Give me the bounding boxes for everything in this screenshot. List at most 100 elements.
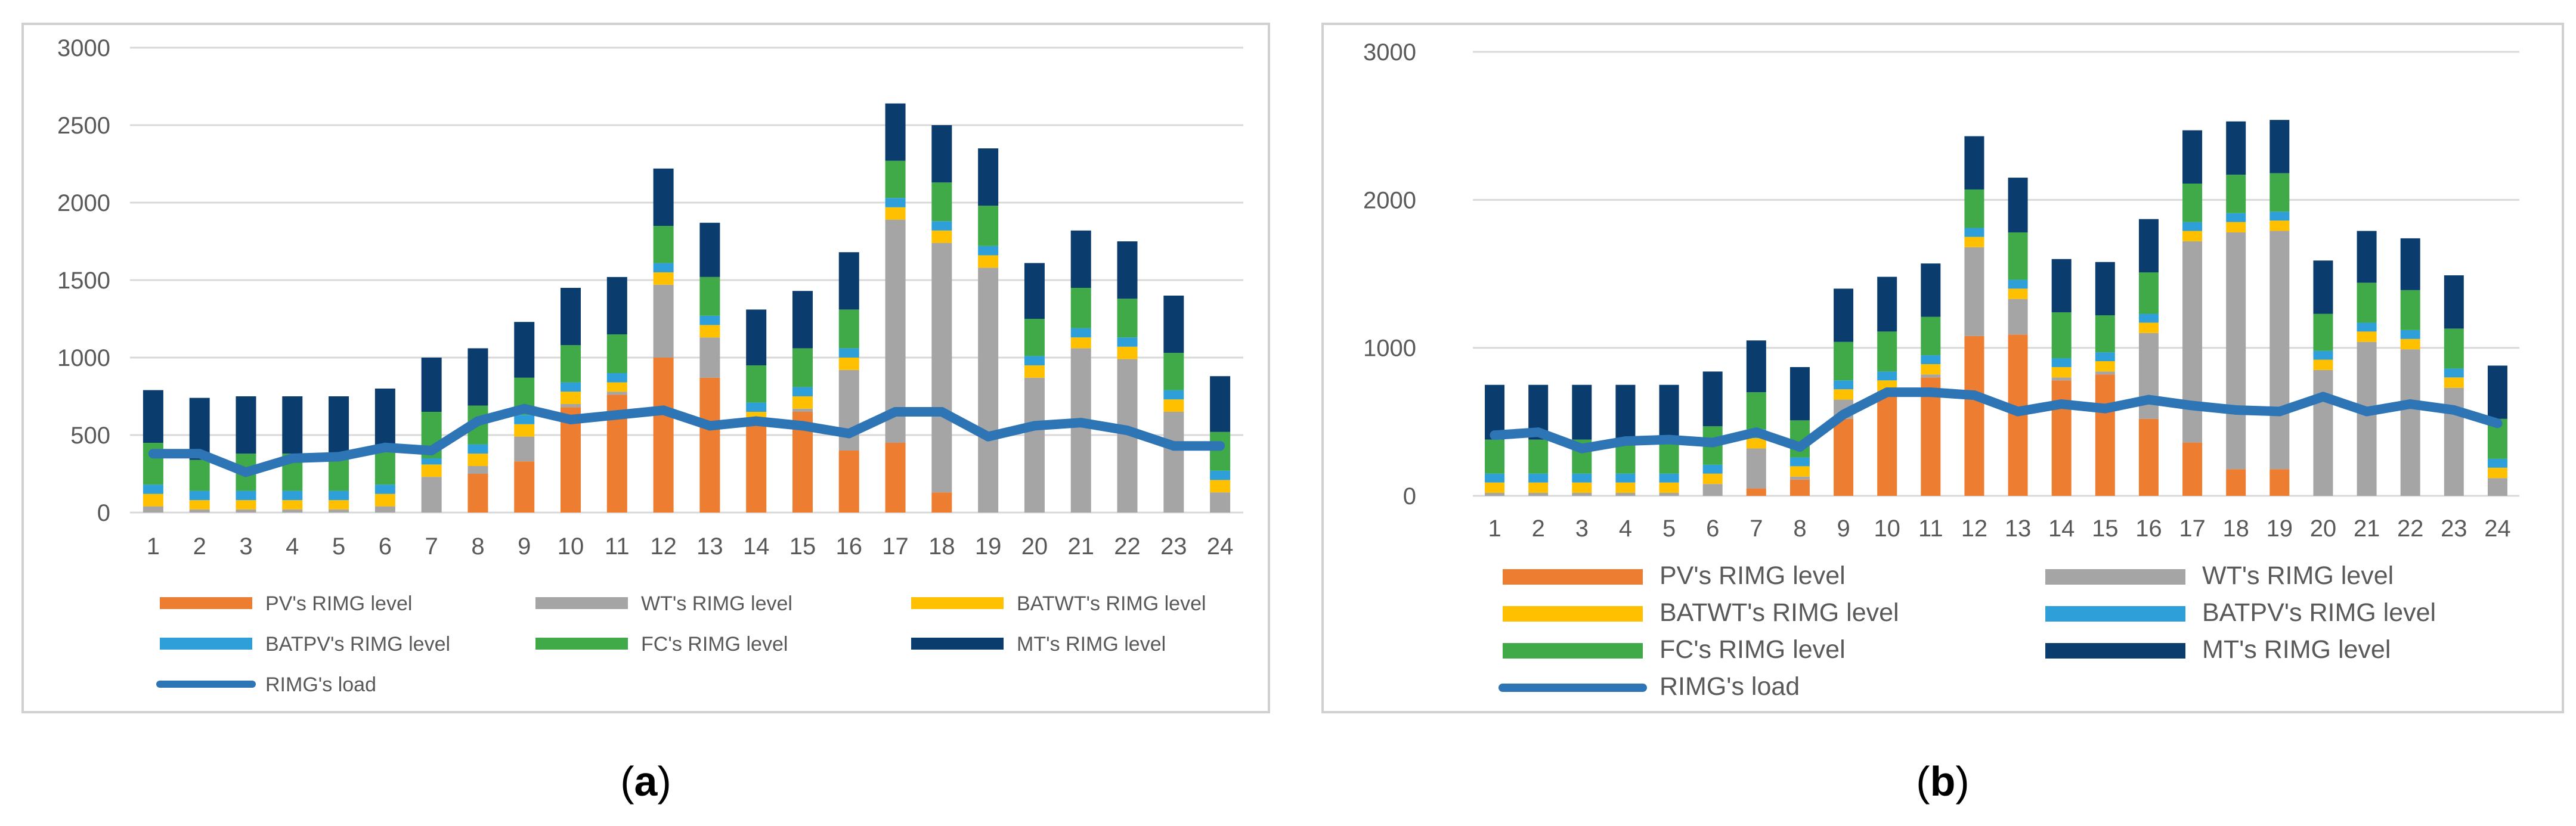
bar-segment-batpv [2313,350,2333,360]
bar-segment-batwt [2226,222,2246,232]
bar-segment-mt [1070,230,1091,288]
gridlines-a [130,46,1243,514]
x-tick-label: 14 [743,533,770,560]
legend-item-wt: WT's RIMG level [535,592,792,615]
x-tick-label: 8 [471,533,484,560]
bar-segment-wt [282,509,303,513]
bar-segment-wt [606,392,627,395]
load-point [1882,387,1892,398]
bar-segment-batpv [931,221,952,231]
load-point [1029,421,1039,431]
bar-segment-batwt [1572,482,1592,493]
bar-segment-batwt [189,500,210,510]
bar-segment-batwt [1702,473,1723,485]
bar-segment-mt [467,348,488,406]
bar-segment-wt [2226,232,2246,470]
x-tick-label: 2 [193,533,206,560]
x-tick-label: 18 [2222,516,2249,542]
load-point [2231,405,2241,415]
bar-segment-batpv [1877,371,1897,381]
bar-segment-mt [1615,384,1636,440]
load-point [194,449,205,459]
bar-segment-batpv [2095,352,2115,362]
load-point [1969,390,1979,400]
bar-segment-pv [1877,393,1897,496]
bar-segment-mt [2051,259,2072,313]
load-point [519,403,530,414]
bar-segment-fc [561,345,581,383]
load-line [148,403,1225,477]
load-point [1751,427,1761,437]
bar-segment-batwt [236,500,256,510]
bar-segment-fc [1921,316,1941,356]
legend-item-pv: PV's RIMG level [160,592,412,615]
x-tick-label: 15 [789,533,816,560]
x-tick-label: 14 [2048,516,2075,542]
bar-segment-batpv [467,444,488,454]
bar-segment-mt [2095,262,2115,316]
bar-segment-fc [2444,328,2464,369]
bar-segment-fc [2270,173,2290,212]
bar-segment-wt [1921,374,1941,378]
bar-segment-wt [2357,341,2377,496]
bar-segment-batpv [2008,280,2028,289]
bar-segment-batwt [2270,221,2290,231]
legend-label: BATWT's RIMG level [1017,592,1206,615]
legend-label: WT's RIMG level [2202,561,2394,590]
load-point [2057,399,2067,409]
bar-segment-batwt [143,493,163,507]
legend-item-batwt: BATWT's RIMG level [911,592,1206,615]
load-point [148,449,158,459]
legend-swatch [1503,569,1643,585]
x-tick-label: 13 [2005,516,2032,542]
bar-segment-mt [1877,277,1897,332]
load-point [612,410,622,420]
load-line-b [1490,387,2503,454]
bar-segment-wt [1746,448,1766,489]
bar-segment-fc [2400,290,2420,330]
y-tick-label: 2500 [57,113,110,139]
bar-segment-fc [653,226,674,263]
bar-segment-mt [653,168,674,226]
bar-segment-batpv [374,485,395,494]
load-point [2100,403,2110,414]
bar-segment-wt [2095,371,2115,375]
bar-segment-batwt [1210,480,1231,493]
bar-segment-fc [978,206,999,246]
x-tick-label: 15 [2092,516,2119,542]
stacked-bars-b [1485,120,2507,496]
bar-segment-batwt [1615,482,1636,493]
bar-segment-batwt [838,358,859,370]
bar-segment-batpv [2270,212,2290,221]
bar-segment-wt [1615,493,1636,496]
x-axis-ticks-a: 1 2 3 4 5 6 7 8 9 10 11 12 13 14 15 16 17 18 19 20 21 22 23 24 [147,533,1234,560]
bar-segment-batwt [2051,367,2072,378]
legend-label: FC's RIMG level [1659,635,1846,664]
bar-segment-mt [1572,384,1592,440]
legend-label: MT's RIMG level [1017,633,1166,656]
x-tick-label: 16 [2135,516,2162,542]
bar-segment-batpv [2357,322,2377,332]
bar-segment-wt [1964,247,1984,336]
bar-segment-batwt [885,207,906,220]
bar-segment-pv [838,451,859,513]
bar-segment-batpv [2400,330,2420,339]
bar-segment-batpv [1615,473,1636,483]
load-point [2144,395,2154,405]
legend-label: BATPV's RIMG level [2202,598,2436,627]
x-tick-label: 3 [1575,516,1589,542]
bar-segment-wt [2182,241,2203,443]
bar-segment-batpv [2182,222,2203,231]
y-tick-label: 0 [1403,483,1416,510]
bar-segment-pv [885,443,906,513]
x-tick-label: 19 [2267,516,2293,542]
bar-segment-batwt [329,500,349,510]
bar-segment-wt [978,268,999,513]
bar-segment-wt [2008,299,2028,335]
bar-segment-fc [746,365,767,403]
bar-segment-wt [2400,349,2420,496]
x-tick-label: 8 [1793,516,1806,542]
x-tick-label: 20 [2310,516,2337,542]
load-point [380,442,390,452]
